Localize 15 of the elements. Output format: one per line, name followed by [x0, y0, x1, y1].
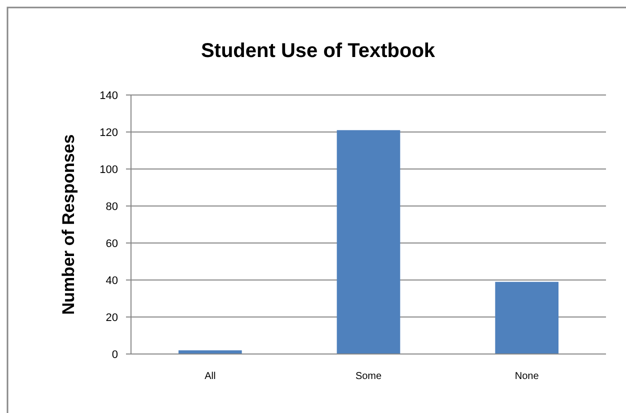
- y-tick-label: 140: [100, 90, 118, 102]
- y-tick-label: 120: [100, 126, 118, 139]
- y-axis-title: Number of Responses: [59, 134, 78, 315]
- y-tick-label: 20: [106, 312, 118, 324]
- y-tick-label: 60: [106, 238, 118, 250]
- y-tick-label: 40: [106, 274, 118, 287]
- chart-title: Student Use of Textbook: [200, 40, 436, 62]
- y-tick-label: 80: [106, 200, 118, 213]
- x-tick-label: All: [204, 371, 216, 382]
- y-tick-label: 100: [100, 164, 118, 176]
- x-tick-label: None: [514, 371, 540, 382]
- x-tick-label: Some: [355, 371, 382, 382]
- bar: [336, 130, 400, 354]
- bar: [495, 282, 558, 354]
- y-tick-label: 0: [112, 348, 118, 361]
